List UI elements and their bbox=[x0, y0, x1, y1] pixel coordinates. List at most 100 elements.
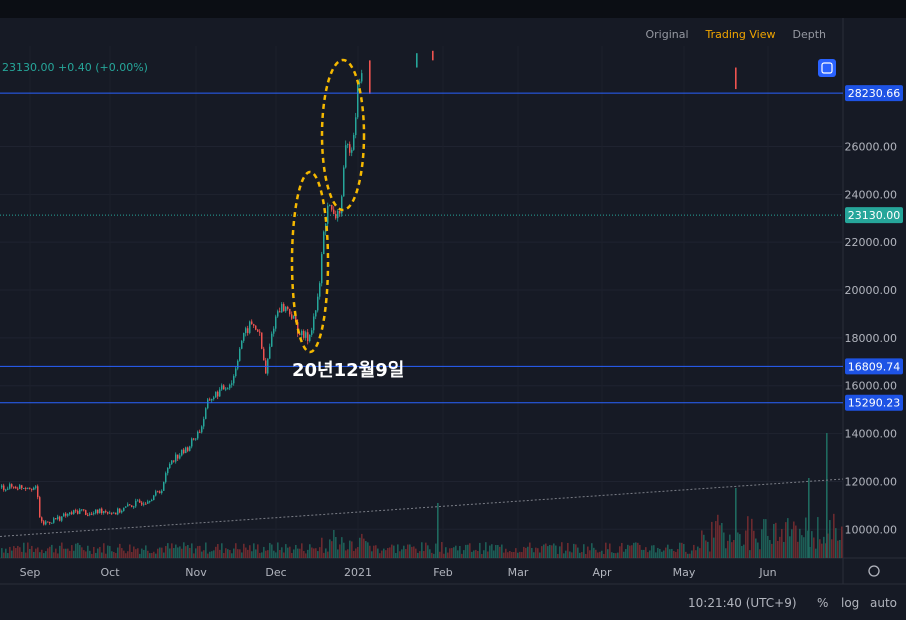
volume-bar bbox=[353, 551, 355, 558]
volume-bar bbox=[463, 550, 465, 558]
volume-bar bbox=[259, 552, 261, 558]
tab-original[interactable]: Original bbox=[645, 27, 689, 41]
candle-body bbox=[277, 311, 279, 317]
volume-bar bbox=[7, 553, 9, 558]
volume-bar bbox=[425, 542, 427, 558]
candle-body bbox=[161, 490, 163, 493]
volume-bar bbox=[633, 542, 635, 558]
volume-bar bbox=[343, 542, 345, 558]
volume-bar bbox=[171, 543, 173, 558]
volume-bar bbox=[769, 540, 771, 558]
volume-bar bbox=[677, 549, 679, 558]
volume-bar bbox=[827, 533, 829, 558]
volume-bar bbox=[485, 542, 487, 558]
volume-bar bbox=[275, 552, 277, 558]
candle-body bbox=[41, 517, 43, 522]
candle-body bbox=[53, 518, 55, 523]
tab-depth[interactable]: Depth bbox=[792, 27, 826, 41]
x-tick-label: Feb bbox=[433, 566, 452, 579]
volume-bar bbox=[699, 548, 701, 558]
volume-bar bbox=[311, 547, 313, 558]
volume-bar bbox=[445, 547, 447, 558]
volume-bar bbox=[189, 547, 191, 558]
candle-body bbox=[89, 513, 91, 515]
volume-bar bbox=[237, 549, 239, 558]
candle-body bbox=[321, 254, 323, 284]
volume-bar bbox=[687, 553, 689, 558]
candle-body bbox=[187, 447, 189, 451]
volume-bar bbox=[285, 544, 287, 558]
candle-body bbox=[287, 306, 289, 309]
candle-body bbox=[223, 385, 225, 390]
volume-bar bbox=[649, 550, 651, 558]
price-line-label: 16809.74 bbox=[848, 360, 901, 373]
volume-bar bbox=[755, 538, 757, 558]
volume-bar bbox=[787, 518, 789, 558]
volume-bar bbox=[145, 545, 147, 558]
candle-body bbox=[67, 514, 69, 516]
clock-time: 10:21:40 (UTC+9) bbox=[688, 596, 797, 610]
volume-bar bbox=[625, 549, 627, 558]
volume-bar bbox=[537, 548, 539, 558]
tab-trading-view[interactable]: Trading View bbox=[705, 27, 776, 41]
candle-body bbox=[215, 391, 217, 398]
volume-bar bbox=[241, 552, 243, 558]
volume-bar bbox=[123, 550, 125, 558]
volume-bar bbox=[521, 552, 523, 558]
candle-body bbox=[13, 486, 15, 488]
candle-body bbox=[93, 513, 95, 515]
volume-bar bbox=[643, 549, 645, 558]
volume-bar bbox=[113, 551, 115, 558]
volume-bar bbox=[5, 548, 7, 558]
candle-body bbox=[111, 512, 113, 514]
volume-bar bbox=[337, 549, 339, 558]
x-tick-label: Sep bbox=[20, 566, 41, 579]
volume-bar bbox=[727, 540, 729, 558]
volume-bar bbox=[379, 553, 381, 558]
volume-bar bbox=[351, 541, 353, 558]
candle-body bbox=[343, 167, 345, 197]
volume-bar bbox=[407, 544, 409, 558]
candle-body bbox=[323, 231, 325, 255]
candle-body bbox=[103, 511, 105, 513]
volume-bar bbox=[555, 545, 557, 558]
volume-bar bbox=[519, 551, 521, 558]
auto-scale-button[interactable]: auto bbox=[870, 596, 898, 610]
volume-bar bbox=[807, 530, 809, 558]
volume-bar bbox=[203, 550, 205, 558]
volume-bar bbox=[227, 549, 229, 558]
volume-bar bbox=[243, 543, 245, 558]
volume-bar bbox=[341, 537, 343, 558]
volume-bar bbox=[559, 546, 561, 558]
volume-bar bbox=[73, 550, 75, 558]
volume-bar bbox=[653, 545, 655, 558]
volume-bar bbox=[707, 541, 709, 558]
volume-bar bbox=[121, 548, 123, 558]
volume-bar bbox=[381, 550, 383, 558]
volume-bar bbox=[499, 546, 501, 558]
percent-scale-button[interactable]: % bbox=[817, 596, 829, 610]
candle-body bbox=[181, 449, 183, 456]
candle-body bbox=[207, 399, 209, 409]
log-scale-button[interactable]: log bbox=[841, 596, 860, 610]
volume-bar bbox=[289, 546, 291, 558]
volume-bar bbox=[57, 553, 59, 558]
volume-bar bbox=[711, 521, 713, 558]
price-line-label: 23130.00 bbox=[848, 209, 901, 222]
volume-bar bbox=[525, 547, 527, 558]
volume-bar bbox=[509, 550, 511, 558]
candle-body bbox=[211, 399, 213, 401]
candle-body bbox=[95, 509, 97, 514]
candle-body bbox=[1, 485, 3, 488]
volume-bar bbox=[469, 543, 471, 558]
volume-bar bbox=[347, 549, 349, 558]
volume-bar bbox=[489, 545, 491, 558]
candle-body bbox=[29, 487, 31, 489]
volume-bar bbox=[659, 548, 661, 558]
volume-bar bbox=[355, 548, 357, 558]
candle-body bbox=[231, 383, 233, 385]
volume-bar bbox=[657, 547, 659, 558]
volume-bar bbox=[611, 552, 613, 558]
candle-body bbox=[203, 418, 205, 427]
